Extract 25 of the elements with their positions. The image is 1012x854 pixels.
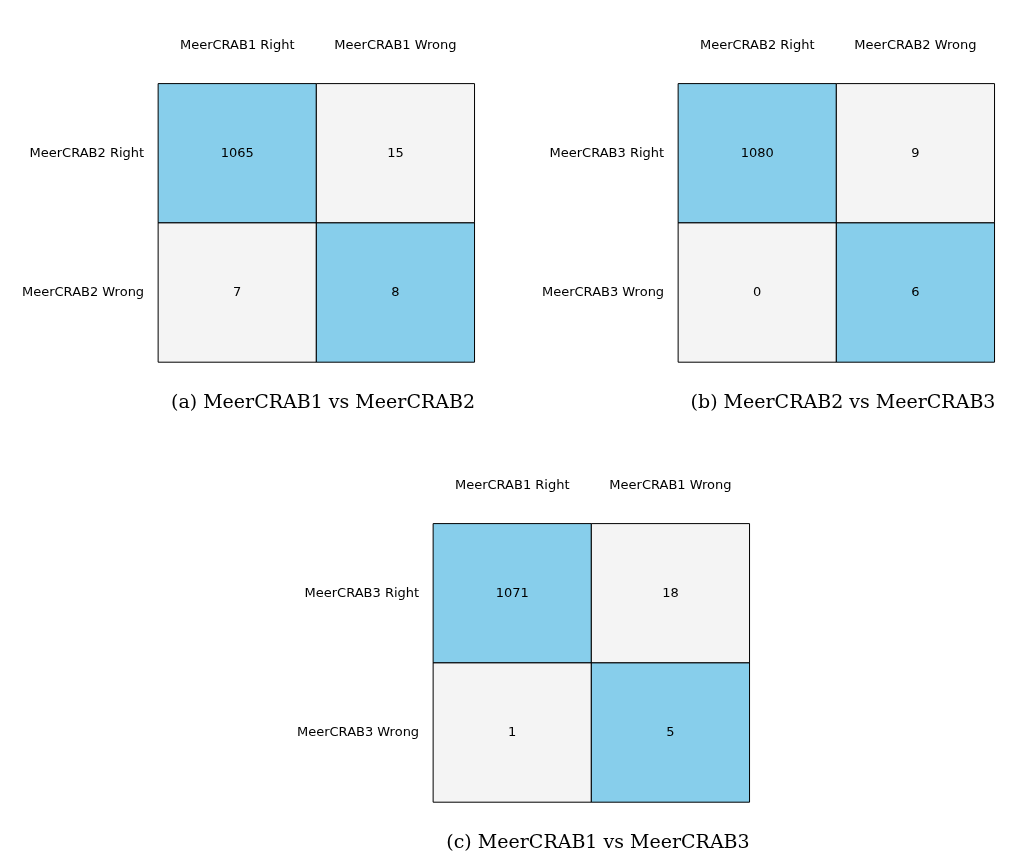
x-tick-label: MeerCRAB2 Wrong xyxy=(854,37,977,53)
x-tick-label: MeerCRAB1 Right xyxy=(454,477,570,493)
x-tick-label: MeerCRAB1 Wrong xyxy=(609,477,732,493)
text: (c) MeerCRAB1 vs MeerCRAB3 xyxy=(445,830,751,852)
x-tick-label: MeerCRAB1 Wrong xyxy=(334,37,457,53)
x-tick-label: MeerCRAB2 Right xyxy=(699,37,815,53)
y-tick-label: MeerCRAB3 Wrong xyxy=(541,283,665,299)
y-tick-label: MeerCRAB3 Right xyxy=(304,584,420,600)
data-label: 15 xyxy=(387,144,404,160)
data-label: 1065 xyxy=(220,144,254,160)
data-label: 5 xyxy=(666,723,675,739)
data-label: 9 xyxy=(911,144,920,160)
data-label: 8 xyxy=(391,283,400,299)
text: (a) MeerCRAB1 vs MeerCRAB2 xyxy=(169,390,476,412)
y-tick-label: MeerCRAB3 Wrong xyxy=(296,723,420,739)
data-label: 1071 xyxy=(495,584,529,600)
data-label: 1080 xyxy=(740,144,774,160)
data-label: 7 xyxy=(233,283,242,299)
data-label: 1 xyxy=(508,723,517,739)
data-label: 0 xyxy=(753,283,762,299)
data-label: 18 xyxy=(662,584,679,600)
x-tick-label: MeerCRAB1 Right xyxy=(179,37,295,53)
text: (b) MeerCRAB2 vs MeerCRAB3 xyxy=(689,390,997,412)
y-tick-label: MeerCRAB3 Right xyxy=(549,144,665,160)
data-label: 6 xyxy=(911,283,920,299)
